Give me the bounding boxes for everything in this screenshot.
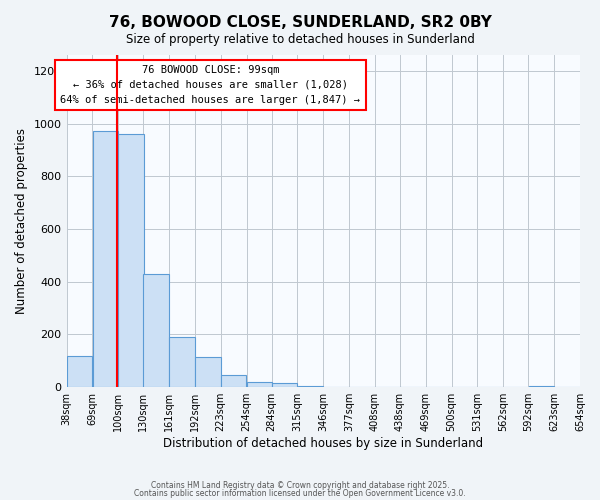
Bar — [67, 356, 92, 387]
Text: Contains public sector information licensed under the Open Government Licence v3: Contains public sector information licen… — [134, 488, 466, 498]
Bar — [221, 376, 247, 387]
Bar — [143, 274, 169, 387]
Text: Contains HM Land Registry data © Crown copyright and database right 2025.: Contains HM Land Registry data © Crown c… — [151, 481, 449, 490]
Y-axis label: Number of detached properties: Number of detached properties — [15, 128, 28, 314]
Bar — [195, 357, 221, 387]
Bar — [118, 134, 144, 387]
Bar — [92, 132, 118, 387]
Bar — [529, 386, 554, 387]
Text: 76 BOWOOD CLOSE: 99sqm
← 36% of detached houses are smaller (1,028)
64% of semi-: 76 BOWOOD CLOSE: 99sqm ← 36% of detached… — [61, 65, 361, 104]
Bar — [272, 384, 297, 387]
Bar — [169, 337, 194, 387]
Bar — [298, 386, 323, 387]
Text: 76, BOWOOD CLOSE, SUNDERLAND, SR2 0BY: 76, BOWOOD CLOSE, SUNDERLAND, SR2 0BY — [109, 15, 491, 30]
Text: Size of property relative to detached houses in Sunderland: Size of property relative to detached ho… — [125, 32, 475, 46]
X-axis label: Distribution of detached houses by size in Sunderland: Distribution of detached houses by size … — [163, 437, 484, 450]
Bar — [247, 382, 272, 387]
